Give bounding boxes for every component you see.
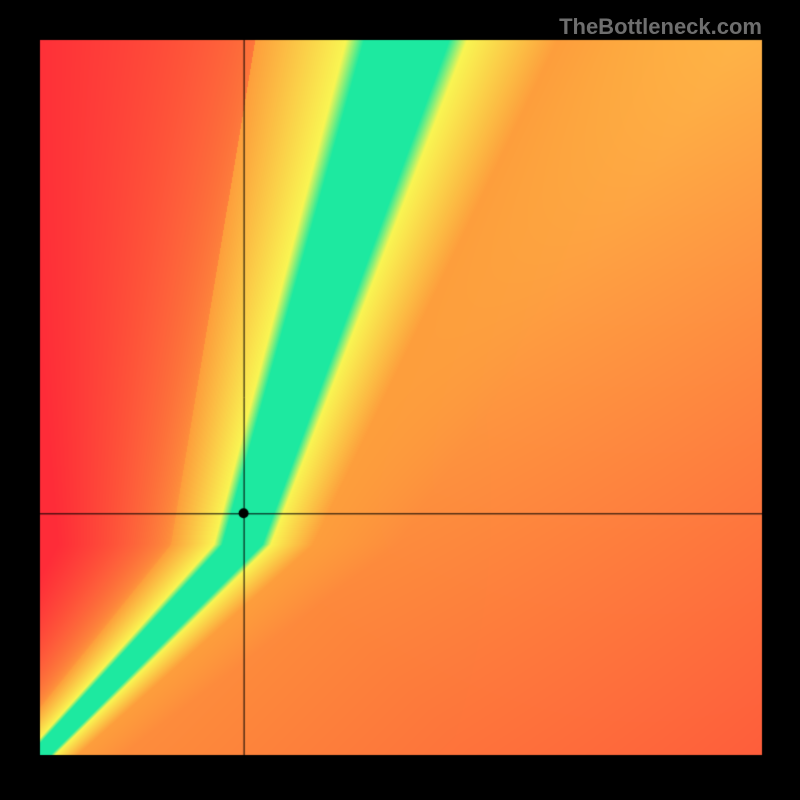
bottleneck-heatmap: [0, 0, 800, 800]
chart-container: TheBottleneck.com: [0, 0, 800, 800]
watermark-text: TheBottleneck.com: [559, 14, 762, 40]
